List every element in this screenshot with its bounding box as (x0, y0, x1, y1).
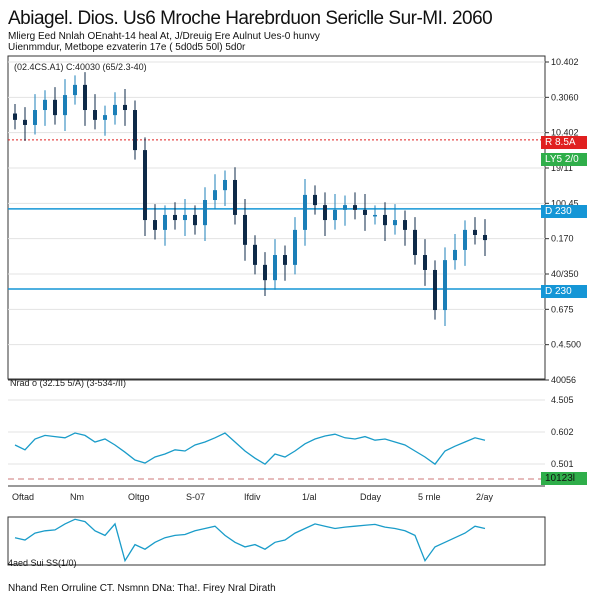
candle (93, 110, 97, 120)
candle (323, 205, 327, 221)
chart-title: Abiagel. Dios. Us6 Mroche Harebrduon Ser… (8, 8, 493, 29)
candle (153, 220, 157, 230)
x-tick-label: Oltgo (128, 492, 150, 502)
resistance-level-tag: R 8.5A (541, 136, 587, 149)
candle (243, 214, 247, 245)
candle (293, 229, 297, 265)
y-tick-label: 19/11 (551, 163, 573, 173)
candle (333, 209, 337, 221)
y-tick-label: 0.501 (551, 459, 574, 469)
candle (143, 150, 147, 221)
x-tick-label: Dday (360, 492, 382, 502)
x-tick-label: S-07 (186, 492, 205, 502)
indicator-1-legend: Nrad o (32.15 5/A) (3-534-/II) (10, 378, 126, 388)
candle (33, 110, 37, 125)
indicator-1-line (14, 432, 486, 466)
x-tick-label: Oftad (12, 492, 34, 502)
chart-subtitle-2: Uienmmdur, Metbope ezvaterin 17e ( 5d0d5… (8, 42, 246, 53)
footer-caption: Nhand Ren Orruline CT. Nsmnn DNa: Tha!. … (8, 583, 276, 594)
y-tick-label: 4.505 (551, 395, 574, 405)
candle (463, 229, 467, 250)
candle (213, 190, 217, 201)
y-tick-label: 0.4.500 (551, 340, 581, 350)
y-tick-label: 0.170 (551, 234, 574, 244)
x-tick-label: Nm (70, 492, 84, 502)
y-tick-label: 0.675 (551, 304, 574, 314)
candle (113, 104, 117, 116)
candle (393, 220, 397, 226)
candle (253, 244, 257, 265)
candle (483, 234, 487, 241)
indicator-level-tag: 10123l (541, 472, 587, 485)
candle (123, 104, 127, 111)
y-tick-label: 0.3060 (551, 92, 579, 102)
candle (173, 214, 177, 221)
candle (353, 205, 357, 210)
y-tick-label: 40/350 (551, 269, 579, 279)
y-tick-label: 10.402 (551, 57, 579, 67)
level-tag-upper: D 230 (541, 205, 587, 218)
candle (193, 214, 197, 226)
candle (383, 214, 387, 226)
chart-subtitle: Mlierg Eed Nnlah OEnaht-14 heal At, J/Dr… (8, 31, 320, 42)
x-tick-label: 5 rnle (418, 492, 441, 502)
main-panel-frame (7, 55, 546, 380)
candle (183, 214, 187, 221)
candle (423, 255, 427, 270)
candle (343, 205, 347, 210)
indicator-2-line (14, 518, 486, 563)
candle (233, 179, 237, 215)
price-tag: LY5 2/0 (541, 153, 587, 166)
x-tick-label: 1/al (302, 492, 317, 502)
candle (363, 209, 367, 215)
candle (73, 84, 77, 96)
candle (203, 200, 207, 226)
candle (13, 113, 17, 120)
candle (443, 260, 447, 311)
candle (83, 84, 87, 111)
level-tag-lower: D 230 (541, 285, 587, 298)
candle (273, 255, 277, 281)
candle (403, 220, 407, 230)
candle (473, 229, 477, 235)
candle (453, 249, 457, 261)
candle (23, 119, 27, 125)
y-tick-label: 0.602 (551, 427, 574, 437)
candle (133, 110, 137, 151)
x-tick-label: Ifdiv (244, 492, 261, 502)
candle (263, 264, 267, 281)
y-tick-label: 40056 (551, 375, 576, 385)
x-tick-label: 2/ay (476, 492, 494, 502)
candle (373, 214, 377, 217)
candle (283, 255, 287, 265)
y-tick-label: 10.402 (551, 128, 579, 138)
candle (163, 214, 167, 230)
candle (303, 194, 307, 230)
candle (413, 229, 417, 256)
candle (63, 95, 67, 116)
main-legend: (02.4CS.A1) C:40030 (65/2.3-40) (14, 62, 147, 72)
indicator-2-frame (7, 516, 546, 566)
footer-note: 4aed Sui SS(1/0) (8, 558, 77, 568)
candle (313, 194, 317, 206)
y-tick-label: 100.45 (551, 198, 579, 208)
candle (433, 269, 437, 311)
candle (43, 99, 47, 111)
candle (53, 99, 57, 116)
candle (223, 179, 227, 191)
candle (103, 115, 107, 120)
